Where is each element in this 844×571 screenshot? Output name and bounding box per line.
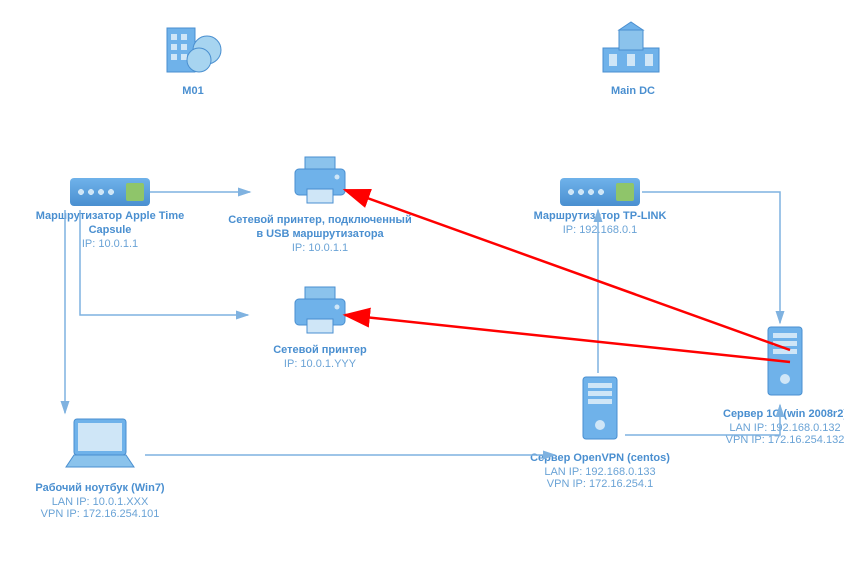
printer-net-title: Сетевой принтер: [250, 344, 390, 358]
printer-icon: [289, 155, 351, 210]
router-tplink-title: Маршрутизатор TP-LINK: [520, 210, 680, 224]
router-apple-ip: IP: 10.0.1.1: [20, 238, 200, 250]
printer-usb: Сетевой принтер, подключенный в USB марш…: [225, 155, 415, 254]
router-apple: Маршрутизатор Apple Time Capsule IP: 10.…: [20, 178, 200, 250]
printer-usb-title: Сетевой принтер, подключенный в USB марш…: [225, 214, 415, 242]
printer-net-ip: IP: 10.0.1.YYY: [250, 358, 390, 370]
server-openvpn: Сервер OpenVPN (centos) LAN IP: 192.168.…: [520, 375, 680, 490]
site-m01: M01: [148, 20, 238, 99]
laptop-lan: LAN IP: 10.0.1.XXX: [20, 496, 180, 508]
site-m01-label: M01: [148, 85, 238, 99]
router-tplink: Маршрутизатор TP-LINK IP: 192.168.0.1: [520, 178, 680, 236]
router-apple-title: Маршрутизатор Apple Time Capsule: [20, 210, 200, 238]
router-icon: [70, 178, 150, 206]
site-main-dc-label: Main DC: [588, 85, 678, 99]
building-icon: [159, 20, 227, 81]
server-openvpn-title: Сервер OpenVPN (centos): [520, 452, 680, 466]
server-1c-vpn: VPN IP: 172.16.254.132: [715, 434, 844, 446]
server-openvpn-lan: LAN IP: 192.168.0.133: [520, 466, 680, 478]
datacenter-icon: [599, 20, 667, 81]
printer-net: Сетевой принтер IP: 10.0.1.YYY: [250, 285, 390, 370]
server-1c-title: Сервер 1C (win 2008r2): [715, 408, 844, 422]
router-tplink-ip: IP: 192.168.0.1: [520, 224, 680, 236]
laptop-vpn: VPN IP: 172.16.254.101: [20, 508, 180, 520]
laptop-win7: Рабочий ноутбук (Win7) LAN IP: 10.0.1.XX…: [20, 415, 180, 520]
server-openvpn-vpn: VPN IP: 172.16.254.1: [520, 478, 680, 490]
laptop-icon: [60, 415, 140, 478]
server-icon: [579, 375, 621, 448]
router-icon: [560, 178, 640, 206]
server-icon: [764, 325, 806, 404]
laptop-title: Рабочий ноутбук (Win7): [20, 482, 180, 496]
printer-usb-ip: IP: 10.0.1.1: [225, 242, 415, 254]
site-main-dc: Main DC: [588, 20, 678, 99]
server-1c: Сервер 1C (win 2008r2) LAN IP: 192.168.0…: [715, 325, 844, 446]
server-1c-lan: LAN IP: 192.168.0.132: [715, 422, 844, 434]
printer-icon: [289, 285, 351, 340]
